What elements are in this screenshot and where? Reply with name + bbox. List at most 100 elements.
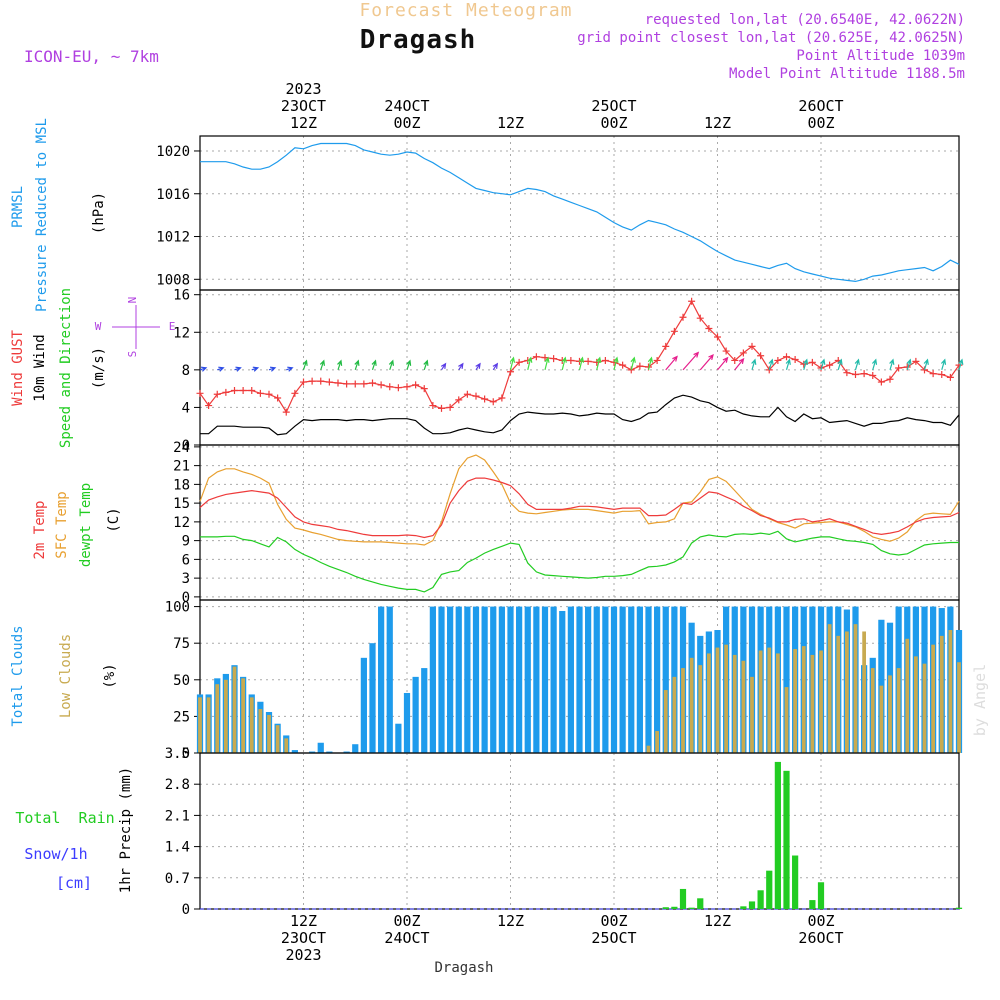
wind-arrow [596, 356, 602, 370]
gust-marker [231, 387, 238, 395]
y-tick-label: 0 [182, 902, 190, 918]
low-cloud-bar [646, 745, 651, 753]
gust-marker [800, 360, 808, 368]
gust-marker [265, 390, 273, 398]
wind-arrow [578, 356, 585, 370]
gust-marker [550, 355, 558, 363]
temp-label-sfc: SFC Temp [54, 491, 70, 558]
requested-coords: requested lon,lat (20.6540E, 42.0622N) [645, 12, 965, 28]
gust-marker [205, 402, 213, 410]
wind-arrow [319, 359, 325, 371]
time-label-bottom: 25OCT [591, 929, 636, 947]
gust-marker [481, 395, 489, 403]
dewpt-line [200, 530, 959, 593]
time-label-bottom: 00Z [600, 912, 627, 930]
wind-arrow [388, 359, 394, 371]
total-cloud-bar [645, 606, 652, 753]
gust-marker [653, 356, 661, 364]
gust-marker [774, 356, 782, 364]
gust-marker [696, 314, 704, 322]
y-tick-label: 75 [173, 636, 190, 652]
gust-marker [731, 356, 739, 364]
rain-bar [774, 761, 781, 909]
gust-marker [852, 371, 859, 379]
total-cloud-bar [507, 606, 514, 753]
gust-marker [274, 394, 282, 402]
low-cloud-bar [284, 738, 289, 753]
total-cloud-bar [610, 606, 618, 753]
low-cloud-bar [853, 624, 858, 753]
total-cloud-bar [567, 606, 574, 753]
y-tick-label: 1016 [156, 187, 190, 203]
wind-arrow [286, 366, 294, 372]
wind-arrow [234, 366, 242, 372]
gust-marker [791, 356, 799, 364]
wind-arrow [302, 359, 308, 371]
gust-marker [403, 383, 411, 391]
gust-marker [248, 387, 256, 395]
total-cloud-bar [628, 606, 635, 753]
top-title: Forecast Meteogram [359, 0, 572, 21]
wind-arrow [544, 356, 550, 370]
low-cloud-bar [732, 654, 737, 753]
y-tick-label: 16 [173, 288, 190, 304]
wind-compass: N W E S [95, 297, 176, 358]
low-cloud-bar [776, 653, 780, 753]
precip-label-snow: Snow/1h [24, 845, 87, 863]
y-tick-label: 0 [182, 590, 190, 606]
wind-arrow [802, 358, 809, 371]
y-tick-label: 21 [173, 459, 190, 475]
gust-marker [412, 381, 420, 389]
gust-marker [420, 385, 428, 393]
gust-line [199, 300, 960, 414]
total-cloud-bar [593, 606, 600, 753]
2m-temp-line [199, 477, 960, 539]
wind-arrow [630, 356, 636, 370]
wind-arrow [423, 359, 429, 371]
compass-e: E [169, 320, 176, 333]
gust-marker [489, 398, 497, 406]
low-cloud-bar [758, 650, 763, 753]
low-cloud-bar [249, 697, 254, 753]
low-cloud-bar [784, 687, 789, 753]
time-label-bottom: 26OCT [798, 929, 843, 947]
time-label-bottom: 12Z [497, 912, 524, 930]
total-cloud-bar [412, 676, 419, 753]
cloud-label-low: Low Clouds [58, 634, 74, 718]
low-cloud-bar [724, 644, 728, 753]
wind-arrow [337, 359, 343, 371]
gust-marker [343, 380, 351, 388]
gust-marker [334, 379, 342, 387]
gust-marker [938, 371, 946, 379]
gust-marker [222, 388, 230, 396]
grid-point-coords: grid point closest lon,lat (20.625E, 42.… [577, 30, 965, 46]
wind-arrow [440, 362, 447, 371]
total-cloud-bar [386, 606, 393, 753]
total-cloud-bar [481, 606, 488, 753]
panel-frame [199, 752, 960, 910]
low-cloud-bar [198, 697, 202, 753]
wind-arrow [561, 356, 567, 370]
wind-label-speed: Speed and Direction [58, 288, 74, 448]
gust-marker [455, 396, 463, 404]
watermark: by Angel [971, 664, 989, 736]
low-cloud-bar [267, 714, 271, 753]
low-cloud-bar [819, 650, 823, 753]
wind-arrow [768, 358, 774, 371]
low-cloud-bar [663, 690, 668, 753]
compass-n: N [126, 297, 139, 304]
gust-marker [351, 380, 359, 388]
time-label-top: 12Z [704, 114, 731, 132]
gust-marker [757, 352, 765, 360]
total-cloud-bar [662, 606, 669, 753]
time-label-top: 00Z [600, 114, 627, 132]
wind-arrow [406, 359, 412, 371]
rain-bar [783, 770, 790, 909]
low-cloud-bar [689, 657, 694, 753]
wind-arrow [458, 362, 464, 371]
y-tick-label: 4 [182, 400, 190, 416]
low-cloud-bar [707, 653, 711, 753]
total-cloud-bar [447, 606, 454, 753]
gust-marker [532, 353, 540, 361]
location-title: Dragash [360, 25, 477, 55]
